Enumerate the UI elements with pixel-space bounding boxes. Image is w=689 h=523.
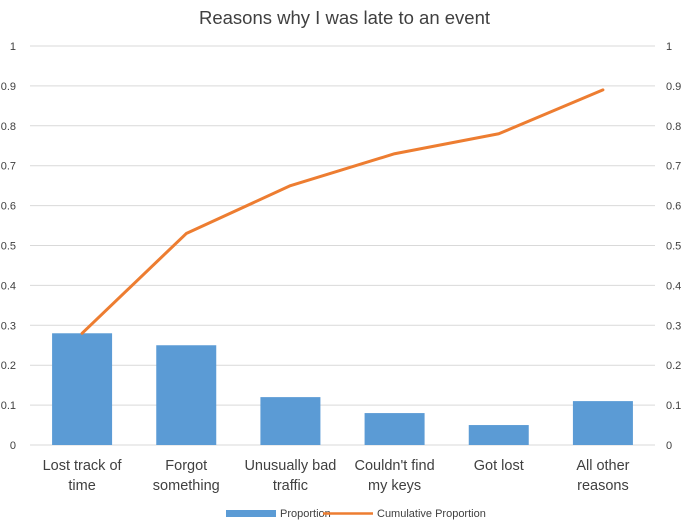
y-tick-label-left: 0.2	[1, 360, 16, 372]
y-tick-label-left: 0.3	[1, 320, 16, 332]
legend-label-proportion: Proportion	[280, 508, 331, 520]
y-tick-label-right: 0.4	[666, 280, 681, 292]
y-tick-label-left: 0.8	[1, 121, 16, 133]
y-tick-label-left: 0.6	[1, 201, 16, 213]
y-tick-label-right: 0.2	[666, 360, 681, 372]
x-category-label: Got lost	[474, 458, 524, 474]
y-tick-label-right: 1	[666, 41, 672, 53]
bar	[260, 397, 321, 445]
y-tick-label-left: 0.5	[1, 241, 16, 253]
bar-series	[52, 333, 633, 445]
y-tick-label-left: 1	[10, 41, 16, 53]
x-category-label: Couldn't find	[355, 458, 435, 474]
x-category-label: time	[68, 478, 95, 494]
x-category-label: All other	[576, 458, 629, 474]
y-tick-label-right: 0.5	[666, 241, 681, 253]
y-tick-label-left: 0.7	[1, 161, 16, 173]
y-tick-label-left: 0.9	[1, 81, 16, 93]
bar	[156, 345, 217, 445]
x-category-label: Lost track of	[43, 458, 123, 474]
y-tick-label-right: 0.8	[666, 121, 681, 133]
x-category-label: Unusually bad	[244, 458, 336, 474]
chart-title: Reasons why I was late to an event	[199, 7, 490, 28]
legend: Proportion Cumulative Proportion	[226, 508, 486, 520]
legend-swatch-proportion	[226, 510, 276, 517]
bar	[468, 425, 529, 445]
y-tick-label-left: 0	[10, 440, 16, 452]
y-tick-label-right: 0	[666, 440, 672, 452]
legend-label-cumulative: Cumulative Proportion	[377, 508, 486, 520]
x-category-label: something	[153, 478, 220, 494]
bar	[364, 413, 425, 445]
y-tick-label-right: 0.7	[666, 161, 681, 173]
x-category-label: traffic	[273, 478, 308, 494]
bar	[52, 333, 113, 445]
x-category-label: reasons	[577, 478, 629, 494]
cumulative-line	[80, 88, 605, 335]
x-axis-categories: Lost track of time Forgot something Unusuall…	[43, 458, 630, 494]
y-tick-label-right: 0.9	[666, 81, 681, 93]
y-tick-label-right: 0.6	[666, 201, 681, 213]
y-axis-left: 0 0.1 0.2 0.3 0.4 0.5 0.6 0.7 0.8 0.9 1	[1, 41, 16, 452]
x-category-label: Forgot	[165, 458, 207, 474]
y-tick-label-right: 0.1	[666, 400, 681, 412]
bar	[572, 401, 633, 445]
y-tick-label-left: 0.1	[1, 400, 16, 412]
y-tick-label-right: 0.3	[666, 320, 681, 332]
x-category-label: my keys	[368, 478, 421, 494]
y-tick-label-left: 0.4	[1, 280, 16, 292]
y-axis-right: 0 0.1 0.2 0.3 0.4 0.5 0.6 0.7 0.8 0.9 1	[666, 41, 681, 452]
gridlines	[30, 45, 655, 446]
line-series	[80, 88, 605, 335]
